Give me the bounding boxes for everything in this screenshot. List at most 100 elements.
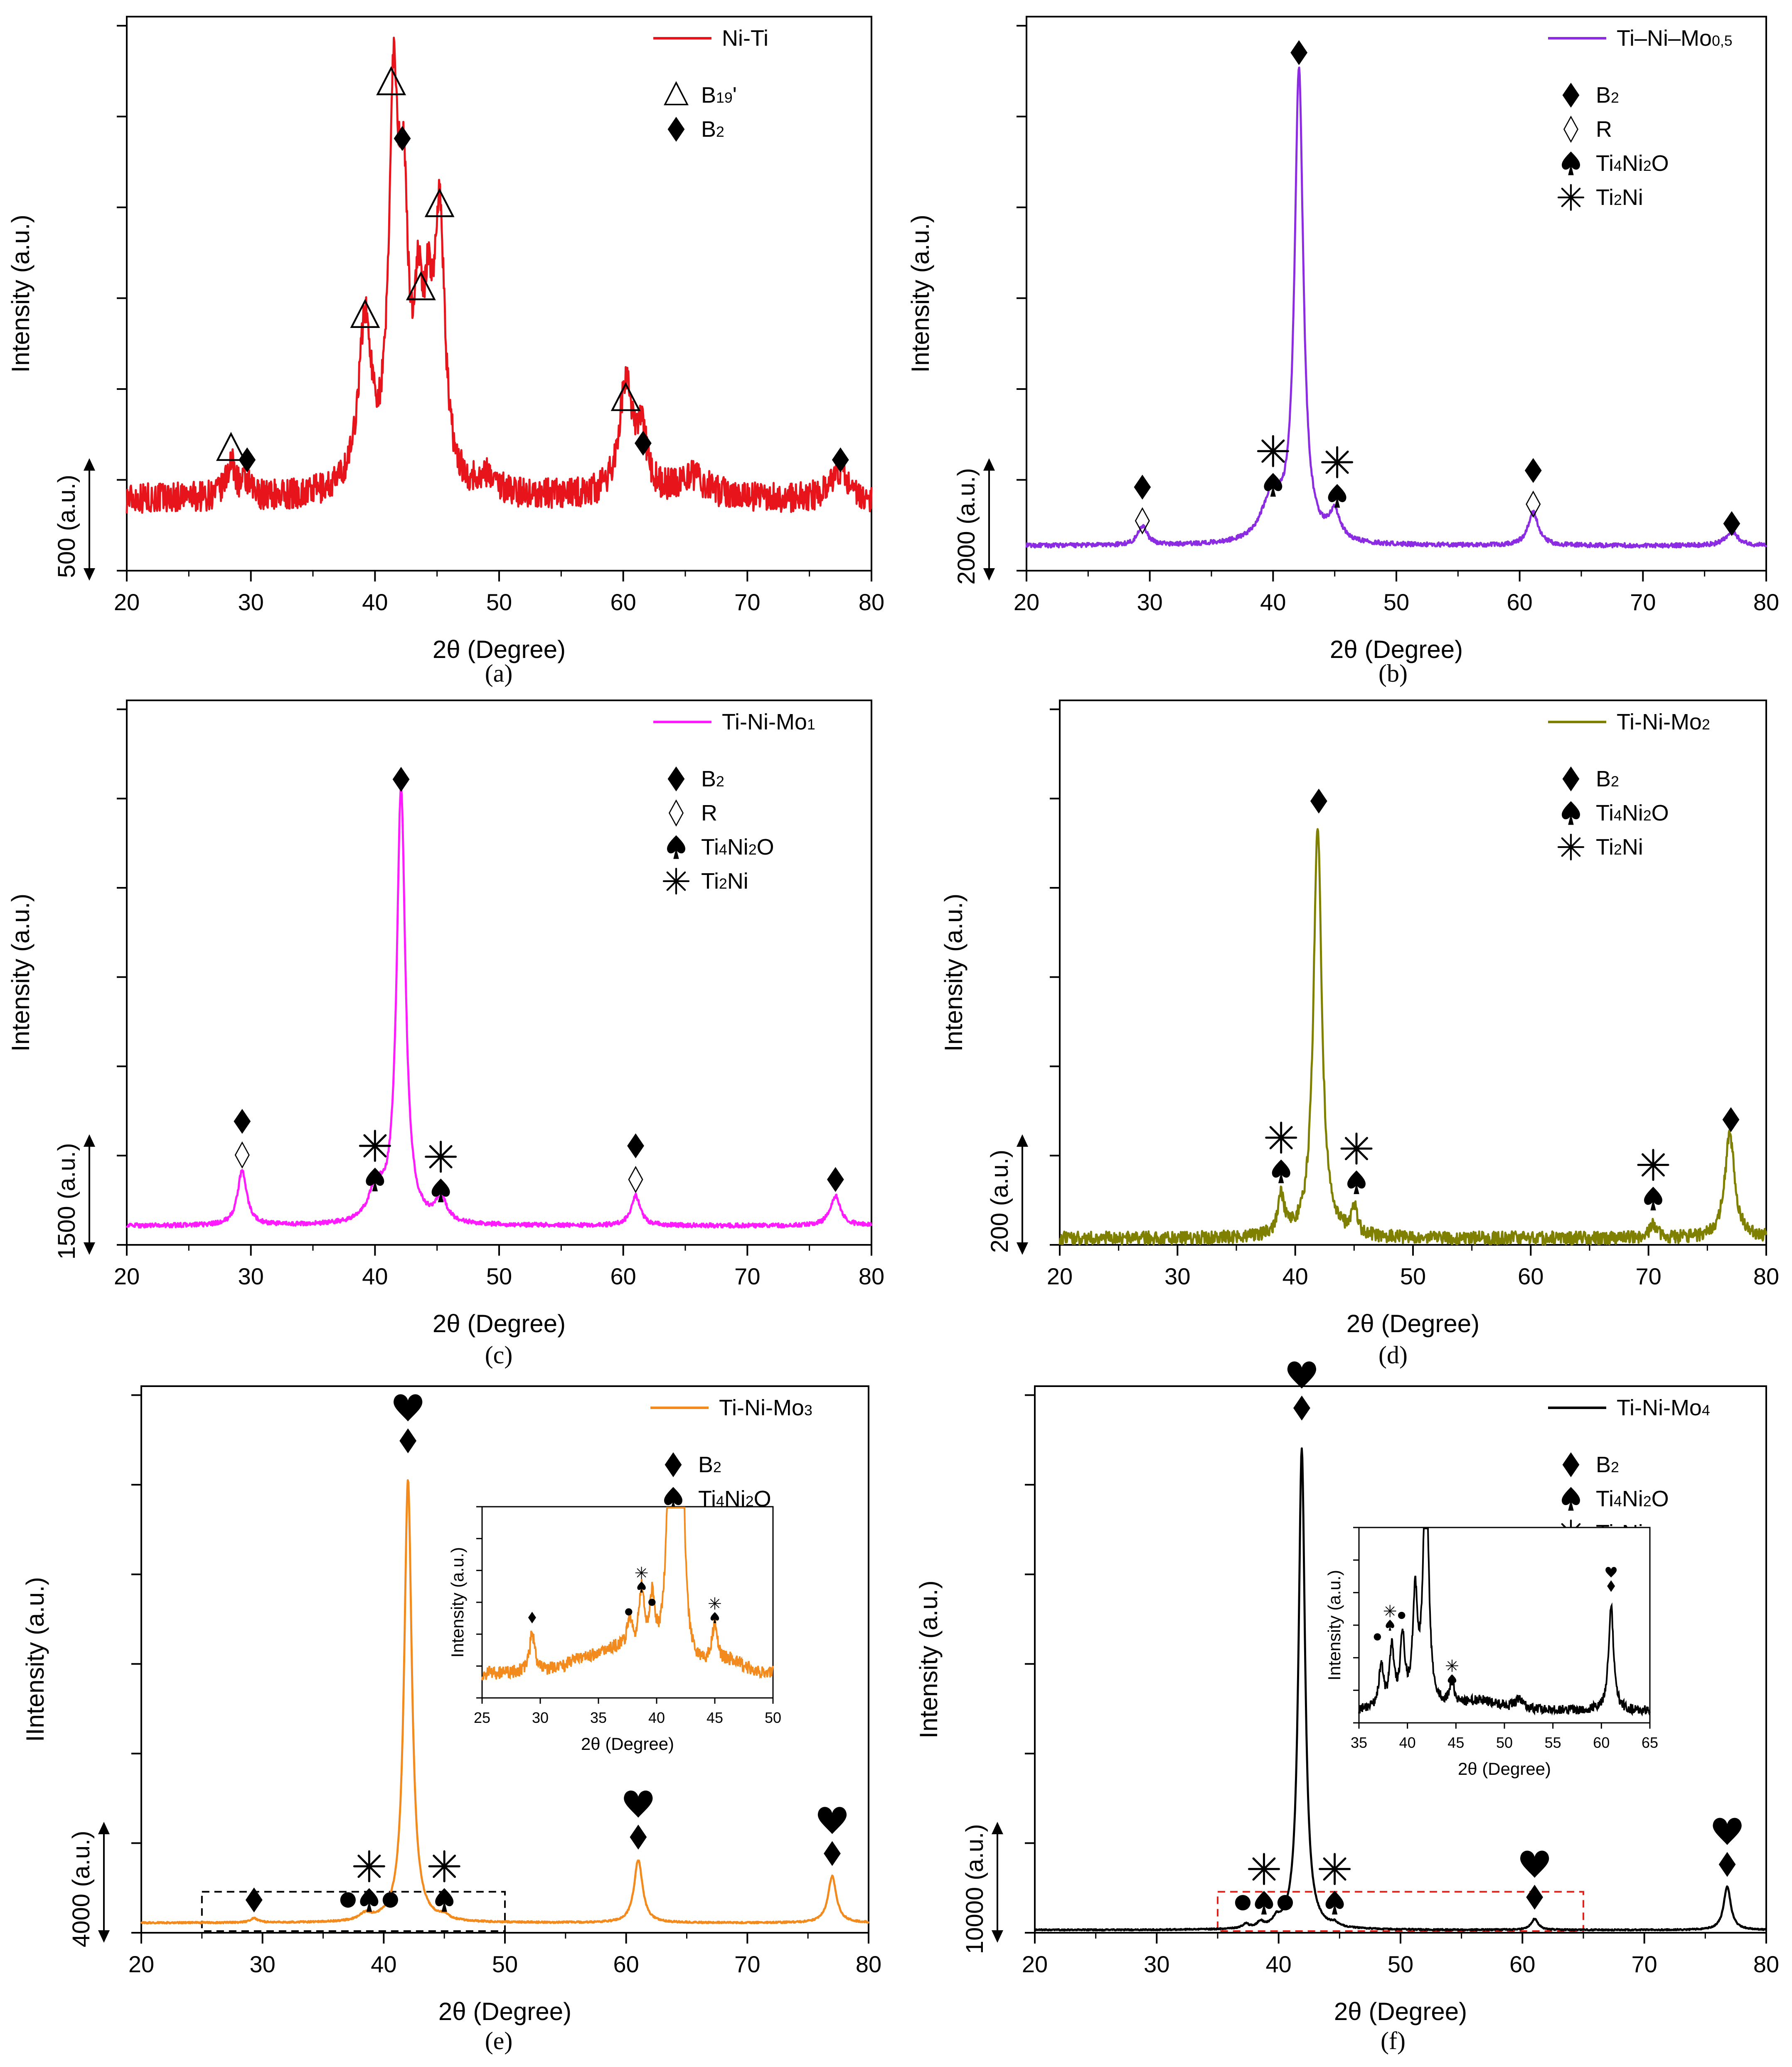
ti2ni-asterisk-marker — [425, 1141, 457, 1173]
ti4ni2o-spade-marker — [637, 1581, 646, 1593]
asterisk-stroke — [429, 1145, 453, 1168]
asterisk-stroke — [1323, 1857, 1346, 1881]
inset-x-tick-label: 35 — [1351, 1734, 1367, 1751]
inset-x-tick-label: 50 — [1496, 1734, 1513, 1751]
ti4ni2o-spade-marker — [435, 1888, 454, 1912]
asterisk-stroke — [1447, 1661, 1457, 1670]
inset-series-line — [481, 1507, 774, 1680]
r-diamond-open-marker — [1563, 116, 1579, 143]
inset-x-tick-label: 35 — [590, 1709, 607, 1726]
scale-bar-label: 200 (a.u.) — [986, 1150, 1013, 1253]
subfigure-caption: (f) — [1381, 2027, 1406, 2055]
subfigure-caption: (e) — [485, 2027, 513, 2055]
ti2ni-asterisk-marker — [635, 1567, 648, 1579]
legend-label: Ti4Ni2O — [1596, 151, 1669, 176]
x-tick-label: 30 — [1144, 1951, 1169, 1977]
x-tick-label: 20 — [114, 1263, 140, 1289]
chart-panel-e: 20 30 40 50 60 70 80 2θ (Degree) IIntensity (a.u… — [21, 1385, 881, 2055]
b2-diamond-marker — [399, 1428, 417, 1454]
ti2ni-asterisk-marker — [1265, 1121, 1297, 1154]
legend-label: R — [701, 801, 717, 825]
asterisk-stroke — [363, 1134, 387, 1158]
legend-series-label: Ti-Ni-Mo4 — [1617, 1395, 1710, 1420]
asterisk-stroke — [1252, 1857, 1276, 1881]
ti2ni-asterisk-marker — [1557, 184, 1585, 211]
inset-x-axis-label: 2θ (Degree) — [581, 1734, 674, 1754]
plot-frame — [126, 700, 872, 1246]
ti4ni2o-spade-marker — [360, 1888, 379, 1912]
ti2ni-asterisk-marker — [1321, 446, 1354, 478]
tio3-circle-marker — [1235, 1895, 1251, 1911]
x-tick-label: 50 — [486, 1263, 512, 1289]
ti2ni-asterisk-marker — [1248, 1853, 1280, 1885]
b2-diamond-marker — [394, 126, 411, 151]
x-tick-label: 40 — [362, 1263, 388, 1289]
b2-diamond-marker — [1562, 83, 1580, 108]
inset-x-tick-label: 50 — [765, 1709, 781, 1726]
r-diamond-open-marker — [668, 799, 684, 827]
scale-bar-label: 2000 (a.u.) — [953, 468, 980, 585]
b19-triangle-marker — [424, 188, 455, 217]
asterisk-stroke — [1269, 1126, 1293, 1150]
b2-diamond-marker — [1526, 1885, 1543, 1910]
b2-diamond-marker — [1293, 1395, 1310, 1421]
x-tick-label: 40 — [1260, 589, 1286, 615]
tio3-circle-marker — [1277, 1895, 1293, 1911]
y-axis-label: Intensity (a.u.) — [906, 214, 934, 372]
plot-frame — [1059, 700, 1767, 1246]
subfigure-caption: (c) — [485, 1341, 513, 1369]
ti4ni2o-spade-marker — [664, 1487, 682, 1511]
scale-bar-arrow-top — [992, 1822, 1003, 1834]
tio-heart-marker — [1287, 1361, 1317, 1389]
x-tick-label: 30 — [238, 589, 264, 615]
asterisk-stroke — [1385, 1606, 1395, 1616]
scale-bar-arrow-top — [983, 458, 995, 471]
asterisk-stroke — [1261, 439, 1285, 463]
x-tick-label: 70 — [1630, 589, 1656, 615]
x-tick-label: 20 — [1047, 1263, 1073, 1289]
zoom-region-box — [1217, 1891, 1584, 1932]
ti4ni2o-spade-marker — [1325, 1891, 1344, 1915]
x-tick-label: 80 — [1753, 589, 1779, 615]
y-axis-label: Intensity (a.u.) — [915, 1580, 943, 1738]
inset-x-tick-label: 45 — [706, 1709, 723, 1726]
x-axis-label: 2θ (Degree) — [1346, 1310, 1479, 1338]
x-tick-label: 20 — [1022, 1951, 1048, 1977]
x-axis-label: 2θ (Degree) — [1334, 1998, 1467, 2025]
legend-label: Ti2Ni — [1596, 185, 1643, 210]
ti2ni-asterisk-marker — [353, 1850, 385, 1882]
x-tick-label: 60 — [610, 1263, 636, 1289]
legend-series-label: Ti-Ni-Mo2 — [1617, 710, 1710, 734]
asterisk-stroke — [637, 1568, 646, 1578]
x-tick-label: 70 — [734, 1263, 760, 1289]
series-line-c — [126, 787, 873, 1229]
b2-diamond-marker — [239, 447, 256, 473]
ti4ni2o-spade-marker — [710, 1612, 719, 1624]
chart-panel-b: 20 30 40 50 60 70 80 2θ (Degree) Intensity (a.u.… — [906, 16, 1779, 687]
legend-series-label: Ni-Ti — [722, 26, 768, 51]
ti2ni-asterisk-marker — [1637, 1149, 1669, 1181]
scale-bar-arrow-bottom — [1017, 1242, 1028, 1255]
x-tick-label: 80 — [1753, 1263, 1779, 1289]
ti4ni2o-spade-marker — [1264, 473, 1282, 497]
tio3-circle-marker — [1398, 1611, 1406, 1619]
inset-y-axis-label: Intensity (a.u.) — [448, 1547, 467, 1658]
inset-x-tick-label: 40 — [1399, 1734, 1416, 1751]
tio-heart-marker — [624, 1790, 653, 1818]
tio-heart-marker — [817, 1807, 847, 1834]
b2-diamond-marker — [1607, 1580, 1615, 1592]
inset-x-tick-label: 55 — [1545, 1734, 1561, 1751]
b2-diamond-marker — [832, 447, 849, 473]
ti2ni-asterisk-marker — [709, 1597, 721, 1610]
asterisk-stroke — [1325, 451, 1349, 474]
ti2ni-asterisk-marker — [1383, 1605, 1396, 1617]
x-tick-label: 40 — [362, 589, 388, 615]
chart-panel-c: 20 30 40 50 60 70 80 2θ (Degree) Intensity (a.u.… — [7, 700, 884, 1369]
legend-label: R — [1596, 117, 1612, 142]
series-line-f — [1034, 1447, 1767, 1932]
scale-bar-arrow-bottom — [84, 568, 95, 581]
asterisk-stroke — [1561, 837, 1581, 857]
x-tick-label: 50 — [1388, 1951, 1413, 1977]
b19-triangle-marker — [376, 66, 406, 96]
